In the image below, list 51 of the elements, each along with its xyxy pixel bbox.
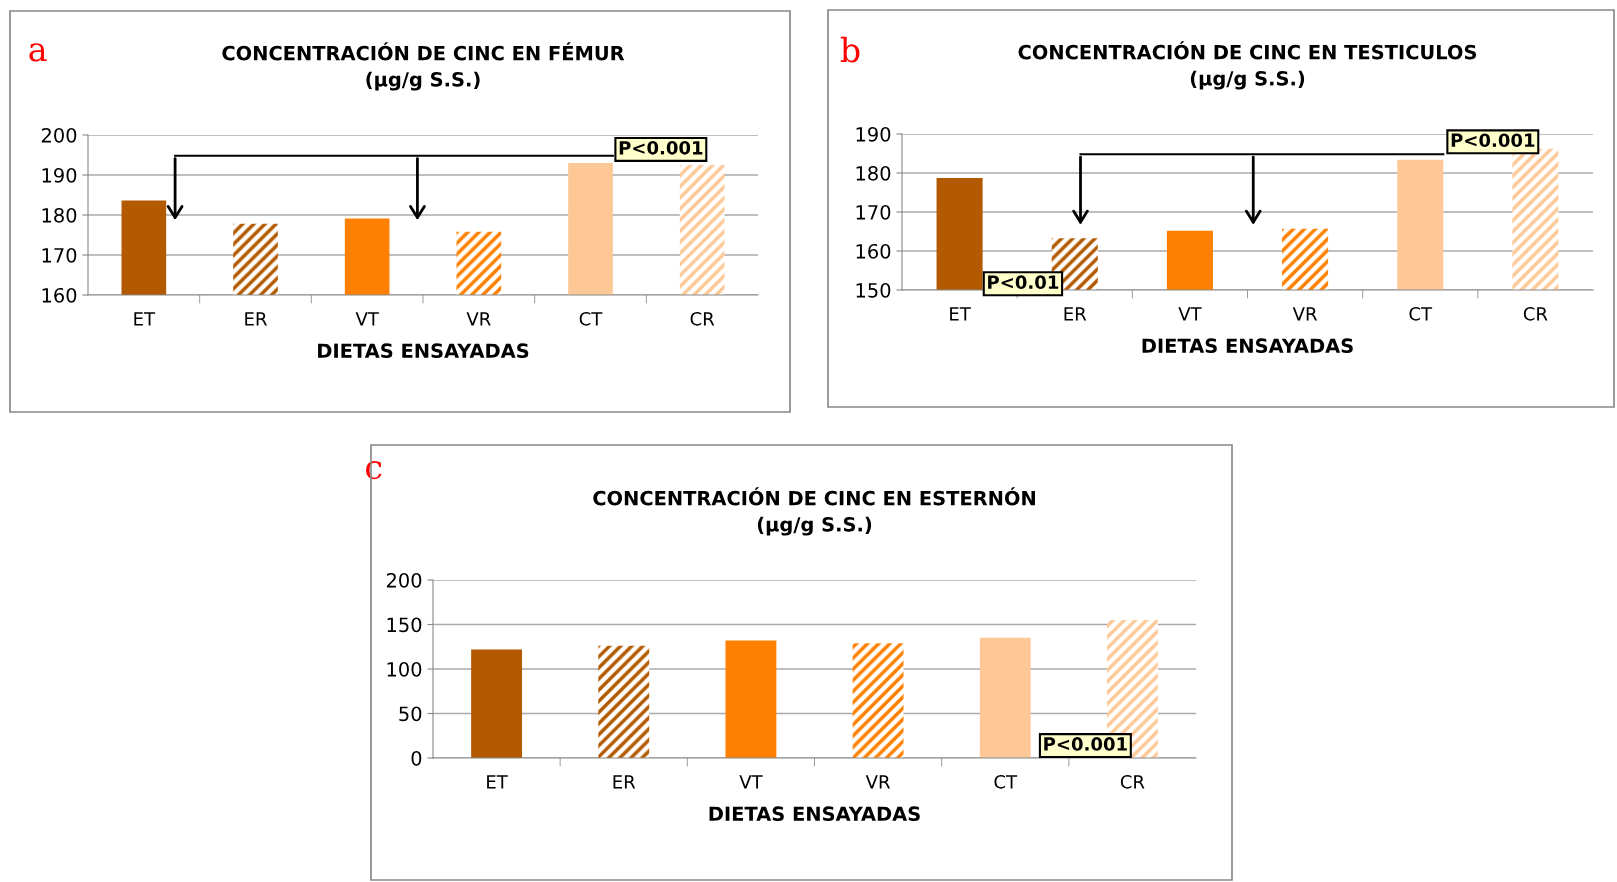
y-tick-label: 200	[386, 572, 422, 588]
bar	[471, 649, 523, 758]
text: b	[840, 36, 860, 63]
x-tick-label: CR	[1523, 306, 1548, 321]
text: c	[365, 461, 382, 480]
y-tick-label: 170	[856, 204, 891, 220]
x-tick-label: ET	[134, 312, 156, 326]
x-tick-label: CR	[1120, 774, 1145, 789]
x-tick-label: CT	[1409, 306, 1433, 321]
x-tick-label: VR	[1292, 307, 1318, 321]
x-tick-label: CR	[690, 311, 715, 326]
x-tick-label: ER	[245, 312, 267, 326]
y-tick-label: 160	[42, 287, 77, 303]
x-axis-title: DIETAS ENSAYADAS	[318, 343, 529, 359]
y-tick-label: 190	[856, 126, 891, 142]
annotation: P<0.001	[1044, 737, 1127, 751]
y-tick-label: 100	[387, 661, 422, 677]
y-tick-label: 150	[387, 617, 422, 633]
chart-title: CONCENTRACIÓN DE CINC EN FÉMUR (µg/g S.S.)	[222, 42, 625, 91]
y-tick-label: 160	[856, 243, 891, 259]
y-tick-label: 180	[42, 207, 77, 223]
bar	[598, 645, 650, 758]
x-axis-title: DIETAS ENSAYADAS	[709, 806, 920, 822]
x-tick-label: ER	[1064, 307, 1087, 321]
bar	[852, 643, 904, 758]
chart-title: CONCENTRACIÓN DE CINC EN TESTICULOS (µg/g S.S.)	[1018, 41, 1477, 90]
x-tick-label: ET	[487, 775, 508, 789]
bar	[725, 640, 777, 758]
annotation: P<0.01	[988, 275, 1059, 289]
annotation: P<0.001	[1451, 133, 1535, 148]
y-tick-label: 150	[856, 282, 891, 298]
annotation: P<0.001	[619, 140, 703, 155]
x-tick-label: VT	[355, 312, 379, 326]
text: a	[29, 43, 47, 62]
x-tick-label: VR	[466, 312, 491, 326]
y-tick-label: 0	[411, 750, 422, 766]
chart-title: CONCENTRACIÓN DE CINC EN ESTERNÓN (µg/g S.S.)	[593, 487, 1035, 536]
y-tick-label: 50	[399, 706, 422, 722]
y-tick-label: 170	[42, 247, 77, 263]
x-tick-label: ET	[950, 307, 971, 321]
x-tick-label: VR	[865, 775, 891, 789]
bar	[979, 637, 1031, 758]
x-tick-label: ER	[613, 775, 636, 789]
x-axis-title: DIETAS ENSAYADAS	[1142, 338, 1353, 354]
y-tick-label: 190	[42, 167, 77, 183]
x-tick-label: CT	[579, 311, 603, 326]
y-tick-label: 180	[856, 165, 891, 181]
y-tick-label: 200	[41, 127, 77, 143]
x-tick-label: CT	[994, 774, 1018, 789]
x-tick-label: VT	[739, 775, 763, 789]
x-tick-label: VT	[1178, 307, 1202, 321]
